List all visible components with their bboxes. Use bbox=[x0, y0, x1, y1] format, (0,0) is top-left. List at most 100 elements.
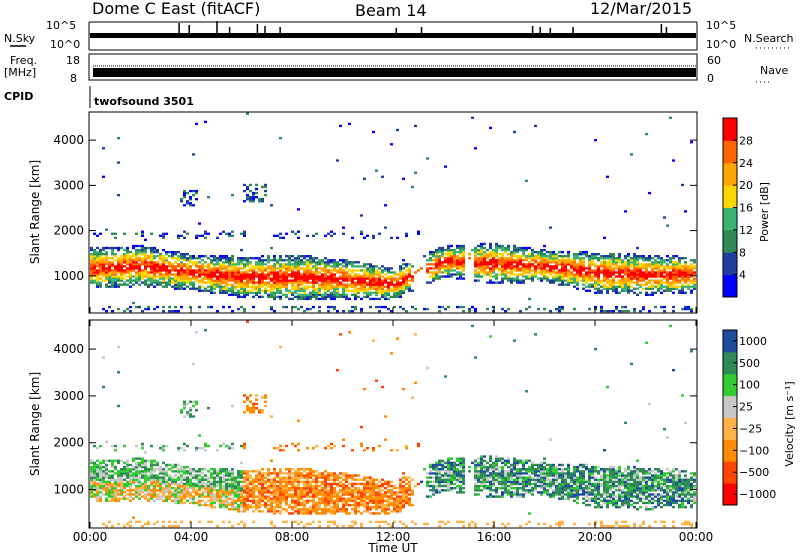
power-cell bbox=[516, 259, 519, 262]
velocity-cell bbox=[153, 495, 156, 498]
power-cell bbox=[120, 265, 123, 268]
power-cell bbox=[636, 255, 639, 258]
power-cell bbox=[480, 265, 483, 268]
power-cell bbox=[588, 285, 591, 288]
velocity-cell bbox=[123, 444, 126, 448]
power-cell bbox=[117, 271, 120, 274]
power-cell bbox=[540, 252, 543, 256]
power-cell bbox=[633, 271, 636, 274]
nsky-tick-low: 10^0 bbox=[50, 38, 80, 51]
power-cell bbox=[186, 252, 189, 256]
power-cell bbox=[99, 255, 102, 258]
velocity-cell bbox=[243, 503, 246, 507]
power-cell bbox=[222, 285, 225, 288]
velocity-cell bbox=[207, 503, 210, 507]
power-cell bbox=[345, 271, 348, 274]
power-cell bbox=[309, 273, 312, 276]
power-cell bbox=[237, 289, 240, 292]
power-cell bbox=[228, 263, 231, 266]
velocity-cell bbox=[159, 472, 162, 475]
velocity-cell bbox=[336, 491, 339, 494]
power-cell bbox=[153, 250, 156, 254]
velocity-cell bbox=[378, 495, 381, 498]
power-cell bbox=[285, 263, 288, 266]
power-cell bbox=[408, 285, 411, 288]
velocity-cell bbox=[153, 493, 156, 496]
power-cell bbox=[387, 267, 390, 270]
power-cell bbox=[558, 279, 561, 282]
power-cell bbox=[516, 248, 519, 252]
velocity-cell bbox=[96, 495, 99, 498]
power-cell bbox=[480, 255, 483, 258]
power-cell bbox=[462, 269, 465, 272]
velocity-cell bbox=[318, 497, 321, 500]
power-cell bbox=[441, 261, 444, 264]
velocity-cell bbox=[123, 524, 126, 528]
velocity-cell bbox=[132, 489, 135, 492]
power-cell bbox=[282, 279, 285, 282]
power-cell bbox=[165, 275, 168, 278]
cpid-value: twofsound 3501 bbox=[94, 95, 194, 108]
velocity-cell bbox=[132, 482, 135, 486]
power-cell bbox=[219, 283, 222, 286]
power-cell bbox=[459, 248, 462, 252]
power-cell bbox=[690, 291, 693, 294]
velocity-cell bbox=[117, 474, 120, 477]
velocity-cell bbox=[144, 461, 147, 465]
power-cell bbox=[222, 275, 225, 278]
power-cell bbox=[285, 267, 288, 270]
power-cell bbox=[618, 255, 621, 258]
power-cell bbox=[621, 261, 624, 264]
power-cell bbox=[522, 255, 525, 258]
power-cell bbox=[111, 285, 114, 288]
power-cell bbox=[129, 255, 132, 258]
power-cell bbox=[156, 269, 159, 272]
velocity-cell bbox=[360, 493, 363, 496]
power-cell bbox=[531, 279, 534, 282]
power-cell bbox=[390, 143, 393, 146]
power-cell bbox=[381, 295, 384, 299]
power-cell bbox=[150, 252, 153, 256]
velocity-cell bbox=[222, 493, 225, 496]
power-cell bbox=[306, 279, 309, 282]
power-cell bbox=[192, 269, 195, 272]
power-cell bbox=[219, 255, 222, 258]
power-cell bbox=[216, 277, 219, 280]
power-cell bbox=[276, 295, 279, 299]
power-cell bbox=[462, 263, 465, 266]
power-cell bbox=[462, 273, 465, 276]
power-cell bbox=[612, 261, 615, 264]
power-cell bbox=[570, 279, 573, 282]
power-cell bbox=[153, 307, 156, 311]
velocity-cell bbox=[174, 493, 177, 496]
velocity-cell bbox=[234, 478, 237, 481]
power-cell bbox=[111, 271, 114, 274]
power-cell bbox=[156, 265, 159, 268]
velocity-cell bbox=[336, 508, 339, 511]
power-cell bbox=[123, 248, 126, 252]
power-cell bbox=[441, 267, 444, 270]
power-cell bbox=[522, 248, 525, 252]
velocity-cell bbox=[381, 385, 384, 389]
velocity-cell bbox=[99, 491, 102, 494]
velocity-cell bbox=[150, 489, 153, 492]
power-cell bbox=[177, 275, 180, 278]
power-cell bbox=[252, 277, 255, 280]
velocity-cell bbox=[360, 501, 363, 505]
velocity-cell bbox=[303, 480, 306, 484]
power-cell bbox=[384, 285, 387, 288]
velocity-cell bbox=[315, 503, 318, 507]
power-cell bbox=[366, 293, 369, 297]
power-cell bbox=[231, 273, 234, 276]
velocity-cell bbox=[312, 520, 315, 524]
power-cell bbox=[138, 248, 141, 252]
velocity-cell bbox=[216, 476, 219, 479]
velocity-cell bbox=[105, 491, 108, 494]
power-cell bbox=[627, 289, 630, 292]
power-cell bbox=[429, 281, 432, 284]
power-cell bbox=[339, 271, 342, 274]
velocity-cell bbox=[297, 486, 300, 490]
power-cell bbox=[375, 285, 378, 288]
velocity-cell bbox=[246, 505, 249, 509]
power-cell bbox=[273, 259, 276, 262]
